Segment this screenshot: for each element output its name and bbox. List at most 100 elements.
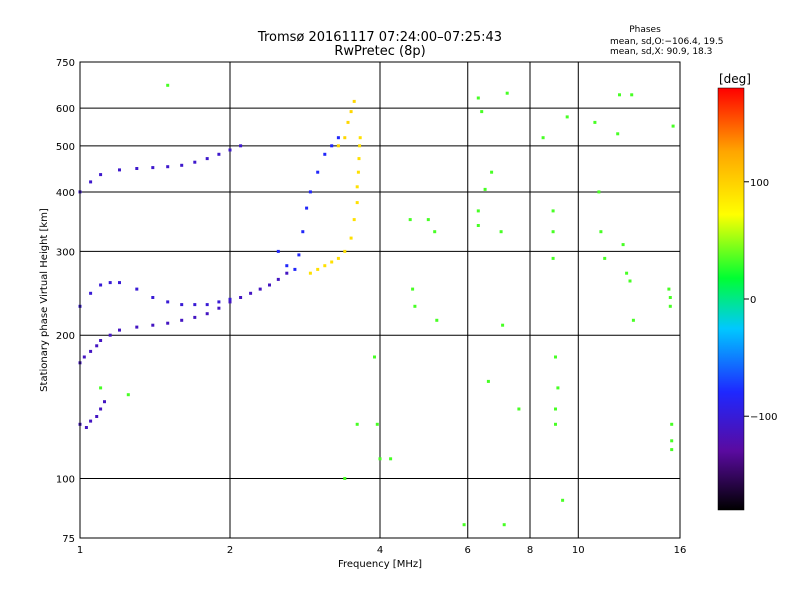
- data-point: [554, 422, 557, 426]
- data-point: [89, 180, 93, 184]
- data-point: [355, 185, 359, 189]
- data-point: [297, 253, 301, 257]
- data-point: [99, 386, 103, 390]
- data-point: [166, 300, 170, 304]
- data-point: [99, 339, 103, 342]
- data-point: [352, 99, 356, 103]
- data-point: [517, 407, 521, 411]
- data-point: [293, 267, 297, 271]
- data-point: [343, 136, 347, 140]
- y-tick-label: 500: [56, 142, 75, 153]
- data-point: [82, 355, 86, 359]
- data-point: [336, 144, 340, 148]
- data-point: [628, 279, 632, 283]
- y-ticks: 75 100 200 300 400 500 600 750: [56, 58, 75, 545]
- data-point: [352, 218, 356, 222]
- data-point: [476, 224, 480, 227]
- y-tick-label: 750: [56, 58, 75, 69]
- x-gridlines: [229, 62, 579, 538]
- x-tick-label: 10: [572, 545, 585, 556]
- data-point: [670, 439, 674, 443]
- data-point: [625, 271, 629, 275]
- data-point: [118, 281, 121, 285]
- data-point: [305, 206, 309, 210]
- x-tick-label: 6: [465, 545, 471, 556]
- data-point: [411, 287, 415, 291]
- data-point: [616, 132, 620, 136]
- data-point: [301, 230, 305, 234]
- data-point: [193, 315, 197, 319]
- data-point: [476, 96, 480, 100]
- data-point: [490, 170, 494, 174]
- x-tick-label: 8: [527, 545, 533, 556]
- data-point: [118, 328, 121, 332]
- data-point: [95, 415, 99, 418]
- colorbar-ticks: −100 0 100: [744, 178, 777, 423]
- data-point: [135, 325, 139, 329]
- data-point: [118, 168, 121, 172]
- y-gridlines: [80, 107, 680, 480]
- data-point: [285, 271, 289, 275]
- data-point: [135, 287, 139, 291]
- y-tick-label: 200: [56, 331, 75, 342]
- data-point: [668, 304, 672, 308]
- data-point: [373, 355, 376, 359]
- data-point: [323, 152, 327, 156]
- data-point: [389, 457, 393, 461]
- data-point: [486, 379, 490, 383]
- data-point: [180, 318, 184, 322]
- data-point: [561, 498, 565, 502]
- data-point: [330, 144, 334, 148]
- data-point: [670, 448, 674, 452]
- data-point: [108, 333, 112, 337]
- data-point: [316, 267, 320, 271]
- data-point: [554, 407, 557, 411]
- y-tick-label: 600: [56, 104, 75, 115]
- data-point: [349, 236, 353, 240]
- data-point: [276, 249, 280, 253]
- data-point: [166, 165, 170, 169]
- chart-title: Tromsø 20161117 07:24:00–07:25:43: [257, 30, 502, 45]
- phase-stats-o: mean, sd,O:−106.4, 19.5: [610, 37, 724, 47]
- data-point: [551, 256, 555, 260]
- data-point: [501, 323, 505, 327]
- data-point: [343, 249, 347, 253]
- data-point: [151, 296, 155, 299]
- data-point: [151, 166, 155, 170]
- data-point: [239, 296, 243, 299]
- data-point: [346, 120, 350, 124]
- data-point: [435, 318, 439, 322]
- data-point: [89, 419, 93, 423]
- data-point: [180, 163, 184, 167]
- data-point: [89, 349, 93, 353]
- data-point: [193, 303, 197, 307]
- data-points: [78, 83, 675, 527]
- data-point: [228, 297, 232, 301]
- data-point: [408, 218, 412, 222]
- colorbar-tick-label: 0: [750, 295, 756, 306]
- data-point: [621, 243, 625, 247]
- chart-subtitle: RwPretec (8p): [334, 44, 425, 59]
- data-point: [166, 321, 170, 325]
- data-point: [593, 120, 597, 124]
- x-ticks: 1 2 4 6 8 10 16: [77, 545, 687, 556]
- x-tick-label: 2: [227, 545, 233, 556]
- data-point: [336, 136, 340, 140]
- data-point: [330, 260, 334, 264]
- data-point: [502, 523, 506, 527]
- x-tick-label: 1: [77, 545, 83, 556]
- data-point: [505, 91, 509, 95]
- data-point: [228, 148, 232, 152]
- data-point: [599, 230, 603, 234]
- data-point: [413, 304, 417, 308]
- data-point: [285, 264, 289, 268]
- data-point: [358, 144, 362, 148]
- data-point: [433, 230, 437, 234]
- data-point: [603, 256, 607, 260]
- phase-stats-x: mean, sd,X: 90.9, 18.3: [610, 47, 712, 57]
- y-tick-label: 100: [56, 475, 75, 486]
- data-point: [630, 93, 634, 97]
- data-point: [355, 201, 359, 205]
- data-point: [551, 230, 555, 234]
